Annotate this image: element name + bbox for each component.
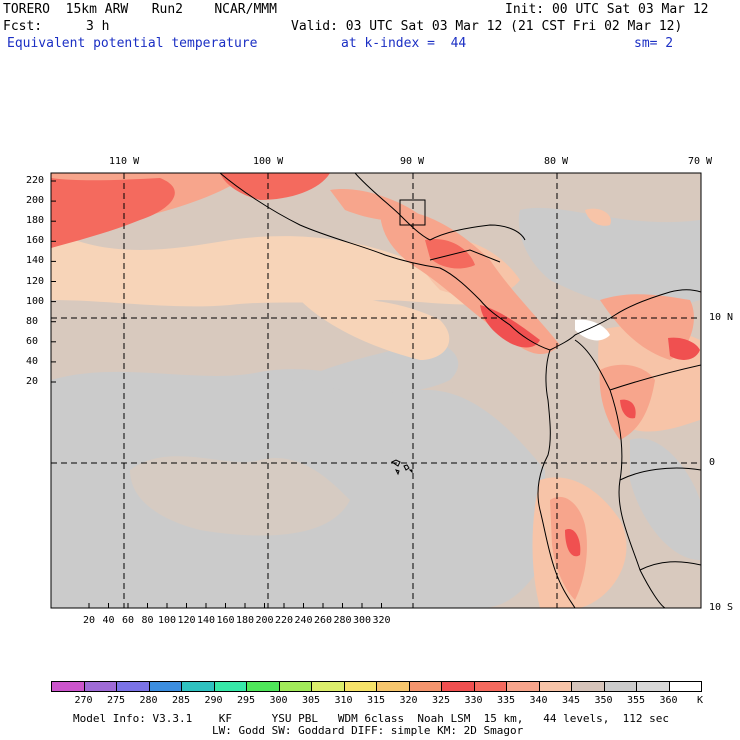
colorbar-label: 315 — [367, 695, 386, 706]
colorbar-swatch — [636, 681, 670, 692]
colorbar-swatch — [506, 681, 540, 692]
level-info: at k-index = 44 — [341, 36, 467, 51]
colorbar-swatch — [603, 681, 637, 692]
colorbar-swatch — [278, 681, 312, 692]
colorbar-swatch — [571, 681, 605, 692]
physics-info: LW: Godd SW: Goddard DIFF: simple KM: 2D… — [212, 724, 524, 737]
colorbar-label: 345 — [562, 695, 581, 706]
colorbar-swatch — [441, 681, 475, 692]
map-frame — [50, 172, 702, 609]
colorbar-swatch — [343, 681, 377, 692]
colorbar-label: 360 — [659, 695, 678, 706]
model-title: TORERO 15km ARW Run2 NCAR/MMM — [3, 2, 277, 17]
colorbar-swatch — [213, 681, 247, 692]
field-shading — [51, 173, 701, 608]
y-tick-label: 140 — [26, 255, 45, 267]
x-tick-label: 140 — [197, 615, 216, 626]
init-time: Init: 00 UTC Sat 03 Mar 12 — [505, 2, 709, 17]
x-tick-label: 120 — [177, 615, 196, 626]
colorbar-label: 325 — [432, 695, 451, 706]
colorbar-label: 295 — [237, 695, 256, 706]
x-tick-label: 260 — [314, 615, 333, 626]
lat-lon-grid — [51, 173, 701, 608]
colorbar-label: 275 — [107, 695, 126, 706]
x-tick-label: 300 — [353, 615, 372, 626]
colorbar-swatch — [148, 681, 182, 692]
lon-label-90w: 90 W — [400, 156, 425, 167]
lat-label-10n: 10 N — [709, 312, 734, 323]
y-tick-label: 180 — [26, 215, 45, 227]
y-axis — [51, 180, 56, 383]
colorbar-label: 330 — [464, 695, 483, 706]
y-tick-label: 100 — [26, 295, 45, 307]
colorbar-label: 285 — [172, 695, 191, 706]
x-tick-label: 240 — [294, 615, 313, 626]
y-tick-label: 60 — [26, 335, 39, 347]
lat-label-10s: 10 S — [709, 602, 734, 613]
colorbar-label: 335 — [497, 695, 516, 706]
colorbar-swatch — [538, 681, 572, 692]
colorbar-swatch — [408, 681, 442, 692]
x-axis — [88, 603, 382, 608]
colorbar-swatch — [116, 681, 150, 692]
y-tick-label: 200 — [26, 195, 45, 207]
lon-label-70w: 70 W — [688, 156, 713, 167]
colorbar-label: 355 — [627, 695, 646, 706]
colorbar-swatch — [376, 681, 410, 692]
y-tick-label: 40 — [26, 355, 39, 367]
x-tick-label: 100 — [158, 615, 177, 626]
colorbar-label: 280 — [139, 695, 158, 706]
x-tick-label: 280 — [333, 615, 352, 626]
colorbar-label: 300 — [269, 695, 288, 706]
colorbar-swatch — [668, 681, 702, 692]
x-tick-label: 20 — [83, 615, 96, 626]
forecast-label: Fcst: — [3, 19, 43, 34]
lon-label-80w: 80 W — [544, 156, 569, 167]
colorbar-swatch — [311, 681, 345, 692]
coastlines — [219, 173, 701, 608]
y-tick-label: 160 — [26, 235, 45, 247]
colorbar-swatch — [246, 681, 280, 692]
y-tick-label: 220 — [26, 175, 45, 186]
colorbar-label: 350 — [594, 695, 613, 706]
colorbar-unit: K — [697, 695, 704, 706]
colorbar-swatch — [473, 681, 507, 692]
colorbar-label: 305 — [302, 695, 321, 706]
colorbar-label: 320 — [399, 695, 418, 706]
forecast-hour: 3 h — [86, 19, 110, 34]
colorbar-label: 270 — [74, 695, 93, 706]
x-tick-label: 220 — [275, 615, 294, 626]
lat-label-equator: 0 — [709, 457, 716, 468]
valid-time: Valid: 03 UTC Sat 03 Mar 12 (21 CST Fri … — [291, 19, 683, 34]
lon-label-100w: 100 W — [253, 156, 284, 167]
x-tick-label: 40 — [102, 615, 115, 626]
y-tick-label: 20 — [26, 376, 39, 387]
field-name: Equivalent potential temperature — [7, 36, 258, 51]
model-info: Model Info: V3.3.1 KF YSU PBL WDM 6class… — [73, 712, 670, 725]
x-tick-label: 200 — [255, 615, 274, 626]
colorbar-swatch — [181, 681, 215, 692]
lon-label-110w: 110 W — [109, 156, 140, 167]
y-tick-label: 80 — [26, 315, 39, 327]
colorbar-label: 340 — [529, 695, 548, 706]
colorbar-swatch — [83, 681, 117, 692]
x-tick-label: 60 — [122, 615, 135, 626]
colorbar-label: 310 — [334, 695, 353, 706]
colorbar-label: 290 — [204, 695, 223, 706]
x-tick-label: 80 — [141, 615, 154, 626]
x-tick-label: 160 — [216, 615, 235, 626]
smoothing-info: sm= 2 — [634, 36, 674, 51]
y-tick-label: 120 — [26, 275, 45, 287]
x-tick-label: 180 — [236, 615, 255, 626]
colorbar-swatch — [51, 681, 85, 692]
x-tick-label: 320 — [372, 615, 391, 626]
